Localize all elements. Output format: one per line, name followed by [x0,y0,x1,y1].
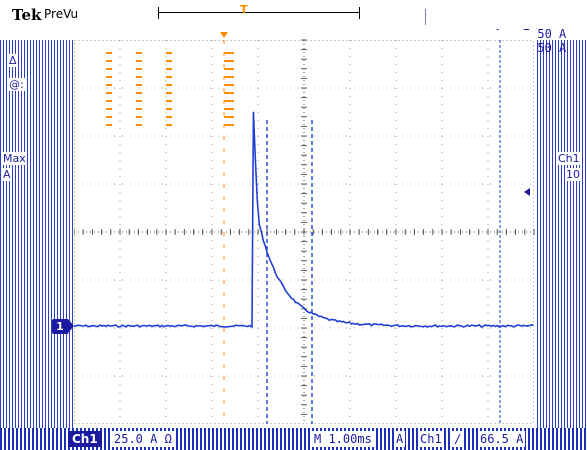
trigger-marker-block [224,116,234,118]
trigger-marker-block [136,52,142,54]
trigger-marker-block [224,100,234,102]
left-side-panel: Δ @: Max A [0,40,74,428]
timebase-readout[interactable]: M 1.00ms [312,431,374,447]
channel-1-waveform [74,111,534,329]
trigger-marker-block [166,60,172,62]
trigger-source-label: A [394,431,406,447]
record-bar-left-cap [158,7,159,19]
channel-1-button[interactable]: Ch1 [68,431,102,447]
trigger-marker-block [106,108,112,110]
trigger-marker-block [224,108,234,110]
trigger-marker-block [106,124,112,126]
acquisition-mode: PreVu [44,7,79,21]
trigger-marker-block [136,124,142,126]
trigger-point-marker [220,32,228,38]
right-panel-hatch [537,40,587,428]
trigger-marker-block [166,116,172,118]
brand-logo: Tek [12,6,42,24]
trigger-marker-block [166,92,172,94]
right-side-panel: Ch1 10 [537,40,587,428]
trigger-channel[interactable]: Ch1 [418,431,444,447]
left-label-delta: Δ [8,54,18,67]
trigger-position-flag[interactable]: T [240,3,248,16]
trigger-marker-block [224,60,234,62]
left-panel-hatch [0,40,74,428]
trigger-marker-block [166,100,172,102]
trigger-marker-block [224,92,234,94]
trigger-marker-block [136,60,142,62]
record-bar-line [158,12,360,13]
trigger-level[interactable]: 66.5 A [478,431,526,447]
header-separator [425,9,426,25]
trigger-marker-block [106,84,112,86]
trigger-marker-block [166,76,172,78]
trigger-marker-block [166,68,172,70]
top-bar: Tek PreVu T [0,0,587,30]
record-bar-right-cap [359,7,360,19]
trigger-marker-block [224,124,234,126]
bottom-status-bar: Ch1 25.0 A Ω M 1.00ms A Ch1 ∕ 66.5 A [0,428,587,450]
left-label-max: Max [2,152,27,165]
trigger-marker-block [166,108,172,110]
right-label-ch: Ch1 [557,152,581,165]
channel-1-ground-marker[interactable]: 1 [52,319,74,334]
trigger-marker-block [106,100,112,102]
trigger-marker-block [224,52,234,54]
trigger-level-marker [524,188,530,196]
left-label-unit: A [2,168,12,181]
right-label-value: 10 [565,168,581,181]
trigger-marker-block [136,116,142,118]
trigger-marker-block [106,92,112,94]
trigger-marker-block [106,52,112,54]
waveform-display[interactable] [74,30,537,428]
trigger-marker-block [224,76,234,78]
trigger-slope-icon[interactable]: ∕ [452,431,464,447]
trigger-marker-block [136,100,142,102]
trigger-marker-block [136,84,142,86]
vertical-scale[interactable]: 25.0 A Ω [112,431,174,447]
trigger-marker-block [166,124,172,126]
trigger-marker-block [224,68,234,70]
record-position-bar[interactable] [158,7,360,19]
trigger-marker-block [106,76,112,78]
trigger-marker-block [106,68,112,70]
trigger-marker-block [106,116,112,118]
trigger-marker-block [224,84,234,86]
trigger-marker-block [166,52,172,54]
trigger-marker-block [136,108,142,110]
trigger-marker-block [136,76,142,78]
oscilloscope-screen[interactable] [74,30,537,428]
trigger-marker-block [136,68,142,70]
trigger-marker-block [166,84,172,86]
trigger-marker-block [106,60,112,62]
trigger-marker-block [136,92,142,94]
left-label-at: @: [8,78,25,91]
